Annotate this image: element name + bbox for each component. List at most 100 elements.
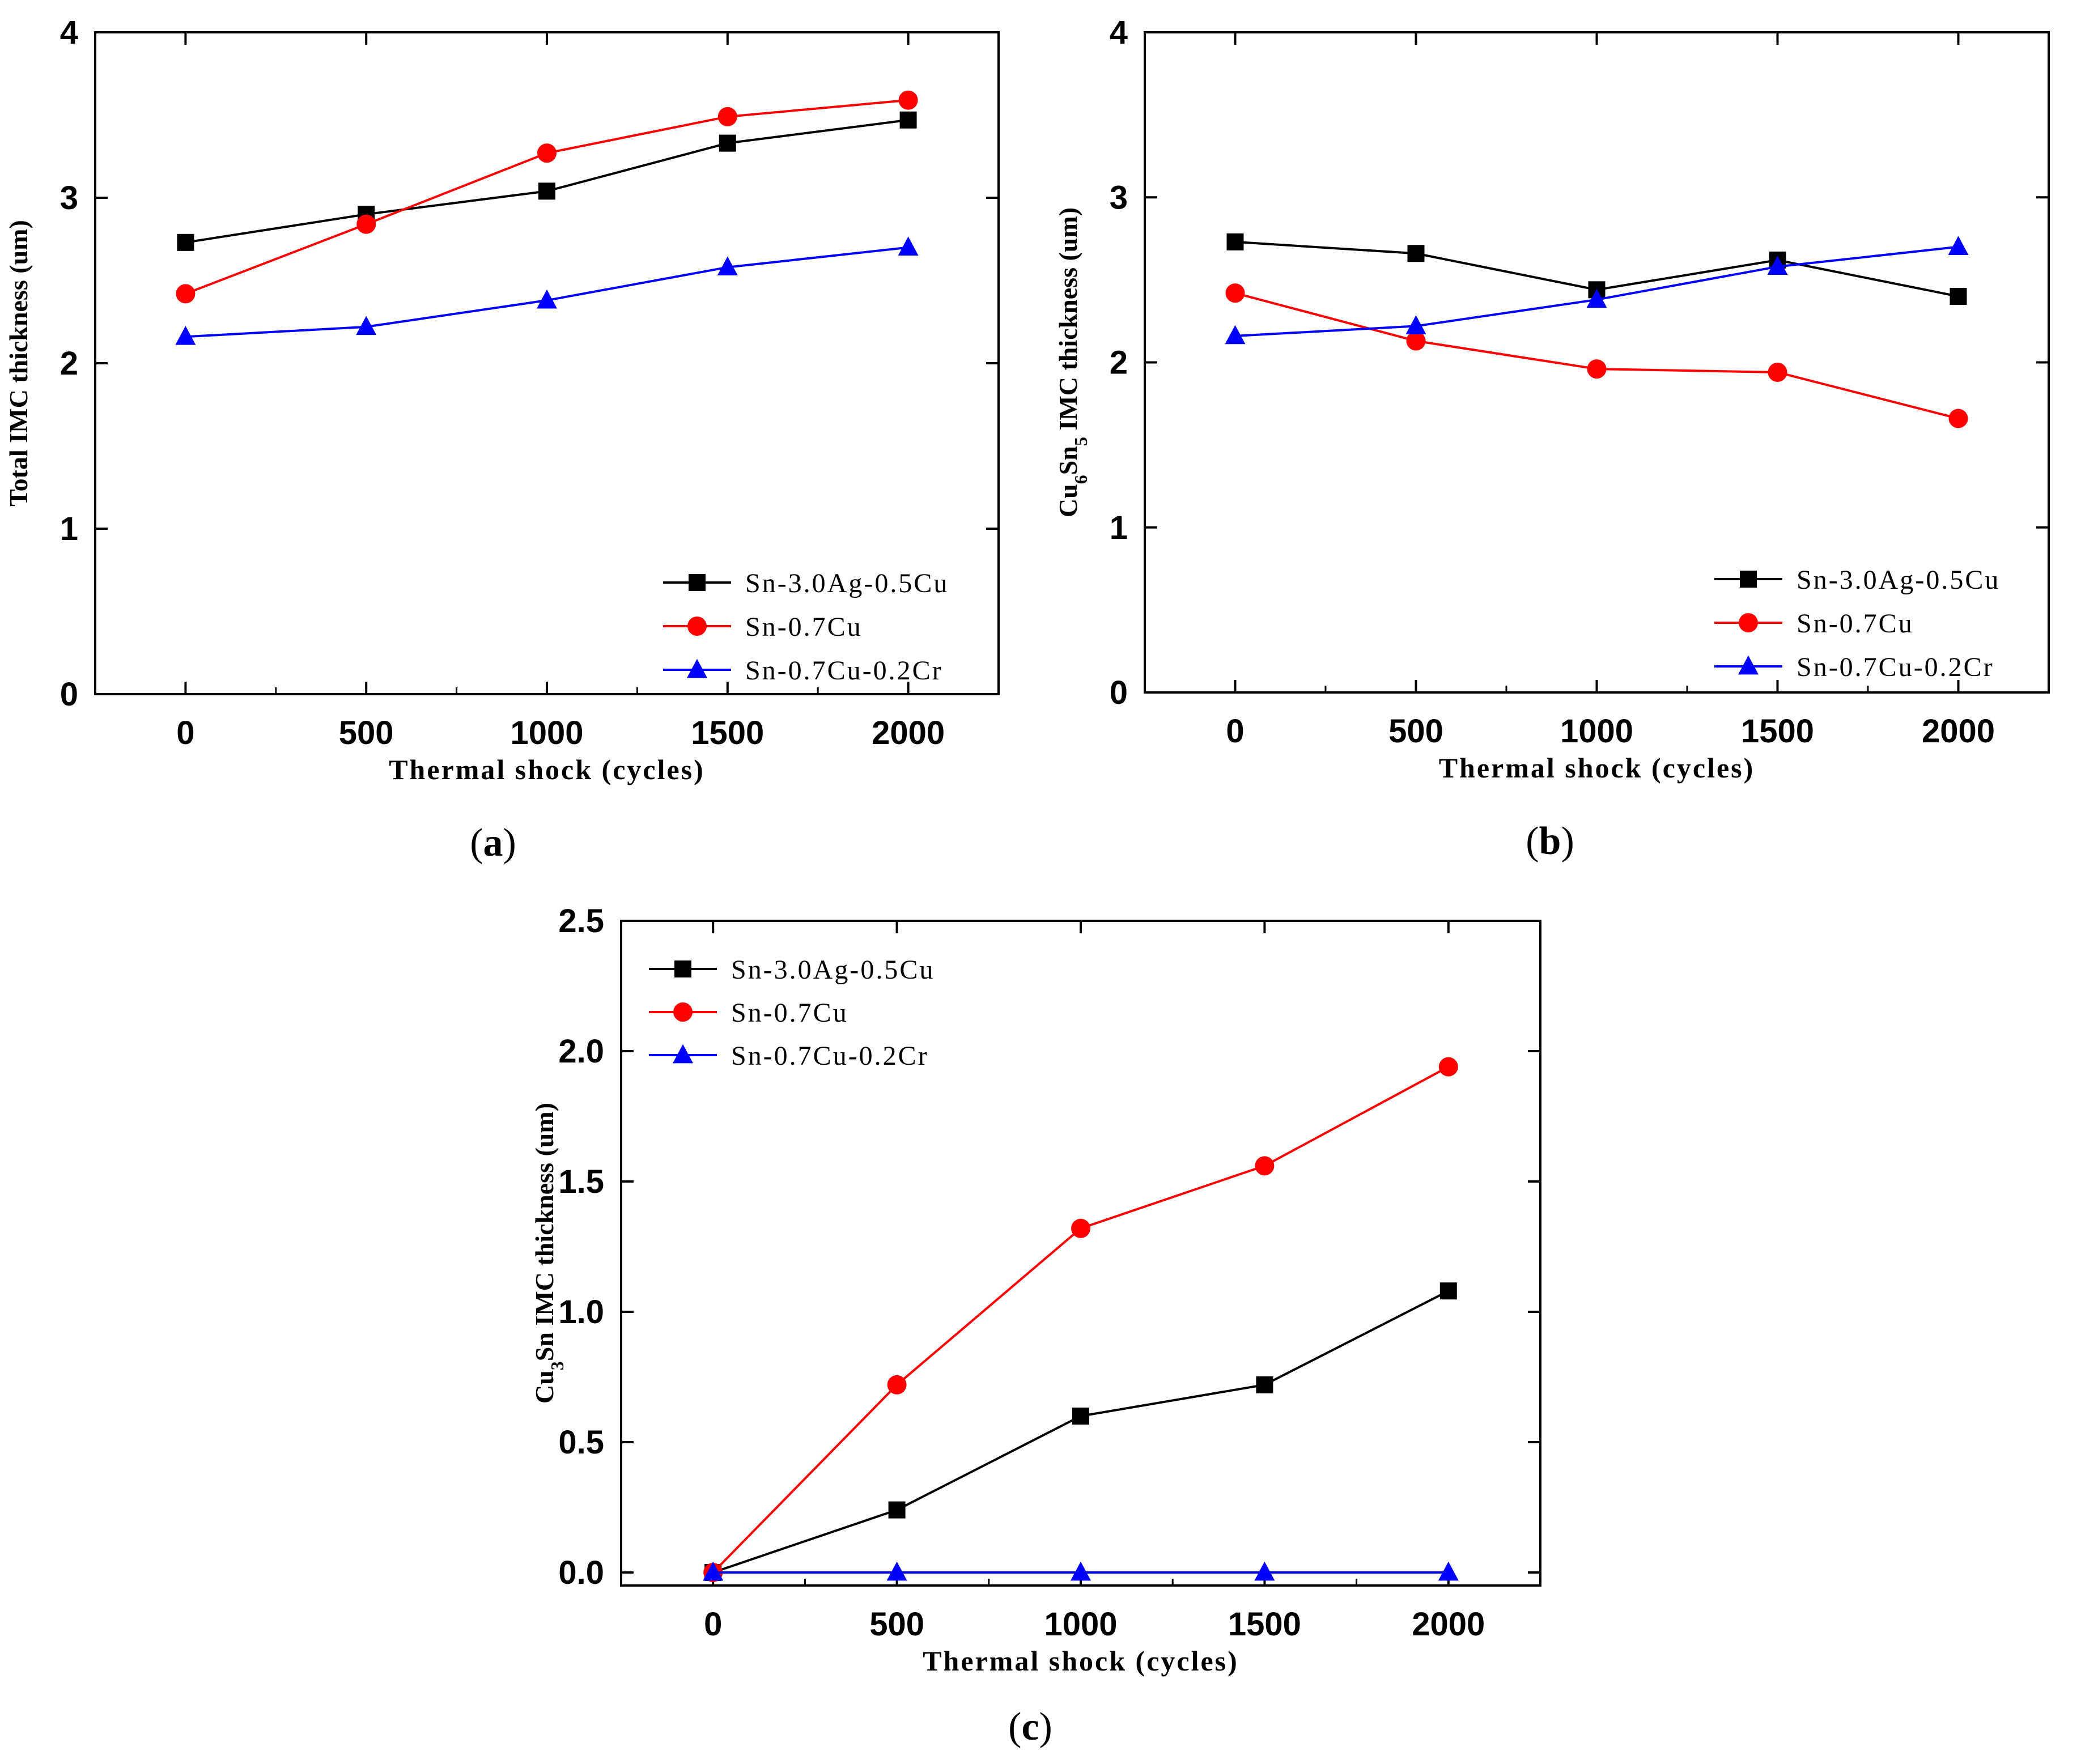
series-3	[1225, 236, 1969, 345]
legend-label: Sn-0.7Cu	[745, 612, 863, 642]
series-line	[185, 118, 908, 244]
x-tick-label: 0	[704, 1606, 722, 1643]
y-tick-label: 4	[60, 14, 78, 51]
legend-marker	[687, 617, 707, 636]
data-point	[1767, 256, 1788, 275]
data-point	[898, 90, 918, 110]
series-2	[1225, 283, 1968, 428]
y-tick-label: 0.0	[558, 1554, 604, 1591]
y-tick-label: 0	[1110, 674, 1128, 711]
panel-b: 0 500 1000 1500 2000 0 1 2 3 4 Thermal shock (cycl…	[1054, 14, 2050, 863]
data-point	[717, 256, 738, 276]
data-point	[898, 236, 919, 256]
legend-label: Sn-0.7Cu-0.2Cr	[1797, 652, 1994, 682]
series-line	[712, 1290, 1449, 1574]
series-3	[175, 236, 919, 345]
data-point	[899, 111, 917, 129]
data-point	[1950, 288, 1967, 305]
y-tick-label: 1.5	[558, 1163, 604, 1200]
data-point	[1225, 325, 1246, 345]
x-tick-label: 500	[869, 1606, 924, 1643]
data-point	[719, 134, 736, 152]
data-point	[717, 107, 737, 126]
data-point	[177, 233, 194, 251]
y-tick-label: 2	[1110, 345, 1128, 381]
x-tick-label: 2000	[1412, 1606, 1485, 1643]
data-point	[1948, 409, 1968, 428]
data-point	[703, 1561, 724, 1581]
data-point	[1072, 1408, 1089, 1425]
legend: Sn-3.0Ag-0.5Cu Sn-0.7Cu Sn-0.7Cu-0.2Cr	[1714, 565, 2000, 682]
data-point	[356, 214, 376, 234]
data-point	[1071, 1218, 1090, 1238]
x-axis-label: Thermal shock (cycles)	[389, 754, 705, 785]
legend-marker	[1738, 655, 1759, 675]
data-point	[1071, 1561, 1091, 1581]
legend-marker	[674, 960, 691, 977]
y-tick-label: 1	[60, 511, 78, 547]
data-point	[1438, 1561, 1459, 1581]
x-tick-label: 1500	[1228, 1606, 1301, 1643]
panel-label: (a)	[470, 821, 516, 865]
series-1	[704, 1282, 1457, 1581]
data-point	[176, 284, 196, 304]
data-point	[1405, 315, 1426, 334]
x-tick-label: 1000	[1560, 713, 1633, 750]
data-point	[1226, 233, 1244, 250]
y-tick-label: 2	[60, 345, 78, 382]
x-tick-label: 0	[1226, 713, 1244, 750]
legend-label: Sn-0.7Cu-0.2Cr	[731, 1041, 929, 1071]
data-point	[1255, 1156, 1275, 1176]
legend-label: Sn-3.0Ag-0.5Cu	[745, 568, 949, 598]
data-point	[1254, 1561, 1275, 1581]
x-axis-label: Thermal shock (cycles)	[1439, 752, 1755, 784]
data-point	[537, 143, 557, 163]
series-line	[712, 1065, 1449, 1574]
panel-c: 0 500 1000 1500 2000 0.0 0.5 1.0 1.5 2.0 2.5 Therma…	[530, 903, 1541, 1749]
data-point	[175, 326, 196, 345]
panel-label: (b)	[1526, 819, 1574, 863]
legend-label: Sn-3.0Ag-0.5Cu	[1797, 565, 2000, 595]
x-tick-label: 2000	[1922, 713, 1995, 750]
y-tick-label: 1	[1110, 509, 1128, 546]
panel-a: 0 500 1000 1500 2000 0 1 2 3 4 Thermal shock (cycl…	[4, 14, 1000, 865]
x-tick-label: 1000	[1044, 1606, 1117, 1643]
legend-marker	[1739, 613, 1758, 632]
series-2	[703, 1057, 1458, 1582]
data-point	[886, 1561, 907, 1581]
x-tick-label: 500	[1388, 713, 1443, 750]
series-3	[703, 1561, 1459, 1581]
legend-marker	[689, 574, 706, 591]
data-point	[1586, 288, 1607, 308]
y-axis-label: Cu3Sn IMC thickness (um)	[530, 1103, 567, 1404]
x-tick-label: 2000	[872, 715, 945, 751]
y-tick-label: 2.0	[558, 1033, 604, 1070]
legend: Sn-3.0Ag-0.5Cu Sn-0.7Cu Sn-0.7Cu-0.2Cr	[649, 955, 935, 1071]
data-point	[1407, 245, 1425, 262]
x-tick-label: 0	[176, 715, 194, 751]
data-point	[1587, 359, 1607, 379]
y-tick-label: 0.5	[558, 1424, 604, 1461]
y-tick-label: 3	[1110, 179, 1128, 216]
panel-label: (c)	[1008, 1705, 1052, 1749]
y-axis-label: Total IMC thickness (um)	[4, 220, 33, 507]
data-point	[1438, 1057, 1458, 1077]
data-point	[887, 1375, 907, 1395]
y-tick-label: 1.0	[558, 1294, 604, 1331]
x-axis-label: Thermal shock (cycles)	[923, 1645, 1239, 1677]
legend-label: Sn-0.7Cu	[1797, 609, 1914, 639]
legend-label: Sn-3.0Ag-0.5Cu	[731, 955, 935, 985]
legend-marker	[673, 1044, 693, 1064]
legend-label: Sn-0.7Cu	[731, 998, 848, 1028]
data-point	[1225, 283, 1245, 303]
data-point	[1256, 1376, 1273, 1393]
data-point	[1439, 1282, 1457, 1300]
y-tick-label: 0	[60, 676, 78, 713]
x-tick-label: 1500	[691, 715, 764, 751]
legend-marker	[673, 1002, 693, 1022]
legend-label: Sn-0.7Cu-0.2Cr	[745, 656, 943, 686]
x-tick-label: 500	[339, 715, 394, 751]
y-tick-label: 2.5	[558, 903, 604, 940]
data-point	[888, 1501, 906, 1519]
